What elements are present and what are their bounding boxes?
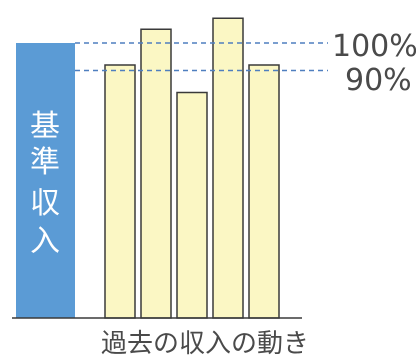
baseline-label-char: 入 <box>30 224 60 259</box>
baseline-group: 基 準 収 入 <box>16 43 75 318</box>
bar-1 <box>104 64 136 319</box>
baseline-label-char: 基 <box>30 109 60 144</box>
bar-2 <box>140 28 172 319</box>
bar-3 <box>176 91 208 319</box>
x-axis-label: 過去の収入の動き <box>101 329 309 359</box>
baseline-label-char: 収 <box>30 186 60 221</box>
baseline-bar <box>16 43 75 318</box>
baseline-label-char: 準 <box>30 145 60 180</box>
reference-label-90: 90% <box>345 63 412 98</box>
bar-4 <box>212 17 244 319</box>
bar-5 <box>248 64 280 319</box>
bars-group <box>104 17 280 319</box>
reference-label-100: 100% <box>332 29 416 64</box>
reference-lines-group <box>75 42 328 72</box>
